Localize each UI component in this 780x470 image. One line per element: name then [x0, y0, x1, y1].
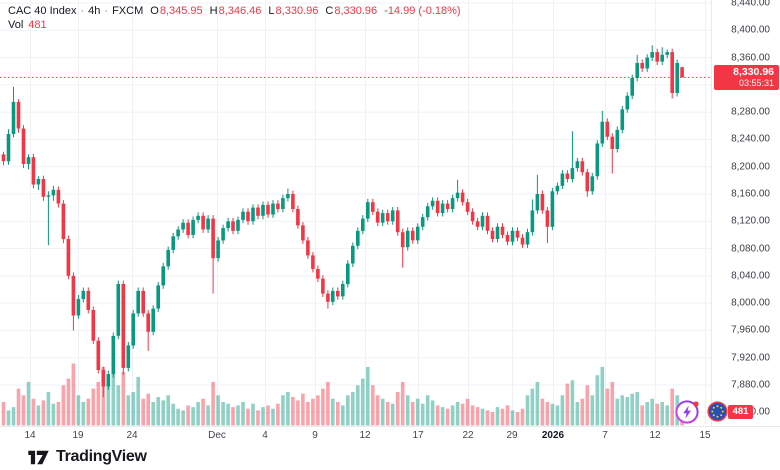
ohlc-value: 8,345.95: [159, 5, 203, 17]
ohlc-key: H: [209, 5, 218, 17]
time-tick: 12: [649, 430, 661, 441]
ohlc-value: 8,330.96: [334, 5, 378, 17]
separator-dot: ·: [104, 5, 109, 17]
price-tick: 8,040.00: [731, 270, 770, 282]
quick-boost-button[interactable]: [674, 398, 701, 425]
time-tick: 17: [412, 430, 424, 441]
price-tick: 8,200.00: [731, 161, 770, 173]
ohlc-value: 8,346.46: [218, 5, 262, 17]
price-tick: 8,360.00: [731, 52, 770, 64]
ohlc-key: L: [268, 5, 275, 17]
tradingview-logo[interactable]: TradingView: [28, 448, 147, 466]
price-tick: 8,440.00: [731, 0, 770, 9]
volume-badge: 481: [728, 405, 753, 419]
time-tick: 12: [359, 430, 371, 441]
price-tick: 8,160.00: [731, 188, 770, 200]
brand-name: TradingView: [56, 448, 147, 465]
ohlc-key: C: [325, 5, 334, 17]
time-tick: 29: [506, 430, 518, 441]
time-tick: 4: [262, 430, 268, 441]
time-tick: 7: [602, 430, 608, 441]
price-tick: 8,280.00: [731, 106, 770, 118]
countdown-timer: 03:55:31: [738, 77, 774, 88]
price-chart-svg: [0, 0, 711, 426]
time-tick: Dec: [208, 430, 226, 441]
last-price-label: 8,330.96 03:55:31: [714, 64, 779, 90]
ohlc-value: 8,330.96: [275, 5, 319, 17]
price-tick: 8,400.00: [731, 24, 770, 36]
price-tick: 8,240.00: [731, 133, 770, 145]
legend-row-symbol: CAC 40 Index · 4h · FXCM O8,345.95 H8,346.46 L8…: [8, 4, 461, 18]
price-tick: 8,080.00: [731, 243, 770, 255]
symbol-name[interactable]: CAC 40 Index: [8, 5, 77, 17]
ohlc-values: O8,345.95 H8,346.46 L8,330.96 C8,330.96: [143, 5, 377, 17]
price-tick: 7,960.00: [731, 324, 770, 336]
last-price-value: 8,330.96: [733, 65, 774, 78]
volume-label: Vol: [8, 19, 24, 31]
time-tick: 22: [462, 430, 474, 441]
lightning-icon: [675, 400, 699, 424]
time-tick: 24: [126, 430, 138, 441]
separator-dot: ·: [80, 5, 85, 17]
price-axis[interactable]: 8,330.96 03:55:31 481 8,440.00 8,400.00 8,…: [711, 0, 780, 426]
tradingview-logo-icon: [28, 450, 49, 464]
time-tick: 15: [699, 430, 711, 441]
change-value: -14.99 (-0.18%): [384, 5, 461, 17]
eu-flag-icon: [707, 401, 728, 422]
price-tick: 7,920.00: [731, 352, 770, 364]
price-tick: 8,000.00: [731, 297, 770, 309]
time-tick: 9: [312, 430, 318, 441]
interval-value[interactable]: 4h: [88, 5, 101, 17]
market-flag-button[interactable]: [707, 401, 728, 422]
time-tick: 19: [72, 430, 84, 441]
time-tick: 14: [24, 430, 36, 441]
legend-row-volume: Vol 481: [8, 18, 461, 32]
price-tick: 8,120.00: [731, 215, 770, 227]
volume-value: 481: [28, 19, 47, 31]
notification-dot: [693, 401, 699, 407]
ohlc-key: O: [150, 5, 159, 17]
time-tick: 2026: [541, 430, 565, 441]
legend: CAC 40 Index · 4h · FXCM O8,345.95 H8,346.46 L8…: [8, 4, 461, 32]
price-tick: 7,880.00: [731, 379, 770, 391]
exchange-name: FXCM: [112, 5, 144, 17]
time-axis[interactable]: 14 19 24 Dec 4 9 12 17 22 29 2026 7 12 15: [0, 426, 780, 443]
chart-canvas[interactable]: [0, 0, 711, 426]
